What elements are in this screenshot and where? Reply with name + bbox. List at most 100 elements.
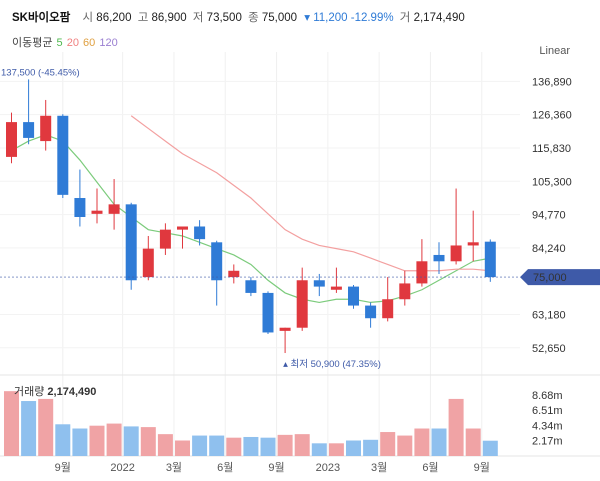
volume-tick-label: 2.17m bbox=[532, 436, 563, 448]
moving-average-legend[interactable]: 이동평균 5 20 60 120 bbox=[12, 34, 119, 50]
candle-body bbox=[467, 242, 479, 246]
volume-title-value: 2,174,490 bbox=[47, 386, 96, 398]
candle-body bbox=[296, 280, 308, 328]
candle-body bbox=[450, 245, 462, 262]
volume-bar bbox=[55, 424, 71, 456]
candle-body bbox=[348, 286, 359, 306]
volume-bar bbox=[260, 437, 276, 456]
candle-body bbox=[57, 115, 69, 195]
volume-bar bbox=[328, 443, 344, 456]
candle-body bbox=[194, 226, 206, 240]
ma5-legend: 5 bbox=[56, 37, 63, 49]
ma20-legend: 20 bbox=[66, 37, 79, 49]
price-tick-label: 63,180 bbox=[532, 309, 566, 321]
candle-body bbox=[125, 204, 137, 281]
x-tick-label: 9월 bbox=[268, 461, 284, 474]
volume-bar bbox=[209, 435, 225, 456]
low-value: 73,500 bbox=[206, 12, 242, 24]
current-price-badge bbox=[520, 269, 600, 286]
volume-bar bbox=[140, 427, 156, 456]
candle-body bbox=[484, 241, 496, 278]
ma5-line bbox=[11, 134, 491, 304]
volume-title: 거래량 2,174,490 bbox=[14, 385, 96, 398]
candle-body bbox=[262, 292, 274, 333]
candle-body bbox=[382, 299, 394, 319]
volume-bar bbox=[38, 398, 54, 456]
ma120-legend: 120 bbox=[99, 37, 118, 49]
volume-tick-label: 8.68m bbox=[532, 390, 563, 402]
candle-body bbox=[245, 280, 257, 293]
volume-bar bbox=[363, 439, 379, 456]
candle-body bbox=[6, 122, 17, 157]
volume-bar bbox=[397, 435, 413, 456]
volume-bar bbox=[123, 426, 139, 456]
x-tick-label: 2022 bbox=[110, 462, 134, 474]
price-change: ▾ 11,200 -12.99% bbox=[304, 12, 394, 24]
candle-body bbox=[159, 229, 171, 249]
candle-body bbox=[228, 270, 240, 278]
volume-bar bbox=[380, 432, 396, 456]
price-tick-label: 115,830 bbox=[532, 143, 571, 155]
volume-bar bbox=[294, 434, 310, 456]
price-tick-label: 94,770 bbox=[532, 210, 566, 222]
volume-label: 거 bbox=[399, 12, 411, 24]
low-label: 저 bbox=[192, 12, 204, 24]
candle-body bbox=[40, 115, 52, 142]
candle-body bbox=[330, 286, 342, 290]
candle-body bbox=[23, 122, 35, 138]
volume-bar bbox=[72, 428, 88, 456]
volume-bar bbox=[414, 428, 430, 456]
volume-bar bbox=[243, 436, 259, 456]
x-tick-label: 9월 bbox=[474, 461, 490, 474]
price-tick-label: 126,360 bbox=[532, 110, 572, 122]
current-price-label: 75,000 bbox=[533, 272, 567, 284]
candle-body bbox=[433, 254, 445, 262]
volume-bar bbox=[431, 428, 447, 456]
volume-bar bbox=[4, 391, 19, 456]
candle-body bbox=[177, 226, 188, 230]
volume-bar bbox=[226, 437, 242, 456]
x-tick-label: 6월 bbox=[217, 461, 233, 474]
candle-body bbox=[108, 204, 120, 214]
max-price-annotation: ▾ 최고 137,500 (-45.45%) bbox=[0, 67, 80, 78]
ma60-legend: 60 bbox=[83, 37, 96, 49]
x-tick-label: 3월 bbox=[371, 461, 387, 474]
volume-bar bbox=[482, 440, 498, 456]
volume-bar bbox=[175, 440, 190, 456]
volume-tick-label: 4.34m bbox=[532, 420, 563, 432]
stock-header: SK바이오팜 시 86,200 고 86,900 저 73,500 종 75,0… bbox=[12, 9, 465, 25]
price-tick-label: 136,890 bbox=[532, 76, 572, 88]
volume-bar bbox=[311, 443, 327, 456]
x-tick-label: 6월 bbox=[422, 461, 438, 474]
volume-bar bbox=[157, 434, 173, 456]
candle-body bbox=[365, 305, 377, 319]
open-value: 86,200 bbox=[96, 12, 132, 24]
candle-body bbox=[279, 327, 291, 331]
stock-name: SK바이오팜 bbox=[12, 12, 71, 24]
ma20-line bbox=[130, 115, 491, 272]
volume-bar bbox=[192, 435, 208, 456]
x-tick-label: 9월 bbox=[55, 461, 71, 474]
high-value: 86,900 bbox=[151, 12, 187, 24]
close-label: 종 bbox=[248, 12, 259, 24]
volume-bar bbox=[21, 401, 37, 456]
high-label: 고 bbox=[137, 12, 149, 24]
price-tick-label: 84,240 bbox=[532, 243, 566, 255]
close-value: 75,000 bbox=[261, 12, 298, 24]
candle-body bbox=[211, 242, 223, 281]
candle-body bbox=[91, 210, 103, 214]
volume-bar bbox=[448, 398, 464, 456]
volume-bar bbox=[89, 425, 105, 456]
scale-toggle-button[interactable]: Linear bbox=[539, 45, 570, 57]
ma-legend-label: 이동평균 bbox=[12, 37, 53, 49]
volume-bar bbox=[465, 428, 481, 456]
volume-bar bbox=[277, 434, 293, 456]
price-tick-label: 105,300 bbox=[532, 176, 572, 188]
min-price-annotation: ▴ 최저 50,900 (47.35%) bbox=[283, 359, 381, 370]
candle-body bbox=[313, 280, 325, 287]
candle-body bbox=[74, 198, 86, 217]
candle-body bbox=[142, 248, 154, 278]
candle-body bbox=[399, 283, 411, 300]
volume-tick-label: 6.51m bbox=[532, 405, 563, 417]
